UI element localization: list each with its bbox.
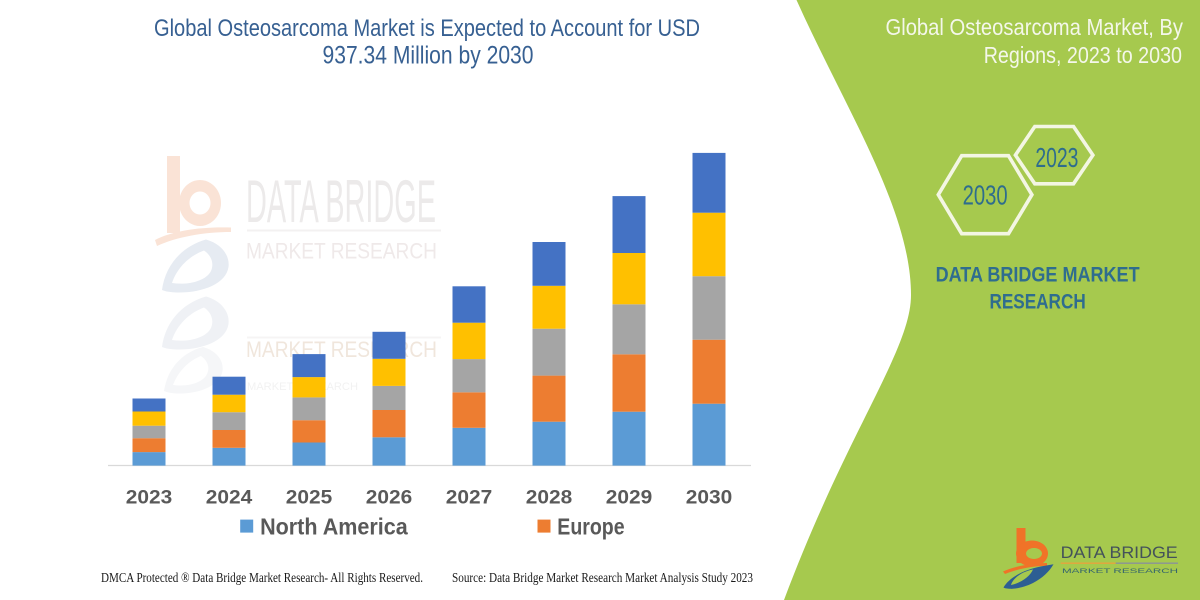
svg-text:2023: 2023 bbox=[1035, 142, 1078, 173]
svg-text:DATA BRIDGE: DATA BRIDGE bbox=[246, 168, 436, 235]
svg-text:DATA BRIDGE: DATA BRIDGE bbox=[1061, 544, 1178, 562]
svg-text:2029: 2029 bbox=[606, 486, 653, 508]
svg-text:937.34 Million by 2030: 937.34 Million by 2030 bbox=[323, 42, 534, 70]
svg-text:Global Osteosarcoma Market is: Global Osteosarcoma Market is Expected t… bbox=[154, 15, 700, 42]
svg-text:2023: 2023 bbox=[126, 486, 173, 508]
svg-text:DMCA Protected ® Data Bridge M: DMCA Protected ® Data Bridge Market Rese… bbox=[101, 570, 423, 585]
svg-text:MARKET RESEARCH: MARKET RESEARCH bbox=[246, 239, 437, 264]
svg-text:DATA BRIDGE MARKET: DATA BRIDGE MARKET bbox=[936, 263, 1140, 287]
svg-text:MARKET RESEARCH: MARKET RESEARCH bbox=[246, 337, 437, 362]
svg-text:MARKET RESEARCH: MARKET RESEARCH bbox=[1062, 568, 1178, 575]
svg-text:Europe: Europe bbox=[557, 514, 624, 540]
svg-text:2026: 2026 bbox=[366, 486, 413, 508]
svg-text:North America: North America bbox=[260, 514, 408, 540]
svg-text:2025: 2025 bbox=[286, 486, 333, 508]
svg-text:Regions, 2023 to 2030: Regions, 2023 to 2030 bbox=[984, 42, 1182, 68]
svg-text:2030: 2030 bbox=[686, 486, 733, 508]
svg-text:Source: Data Bridge Market Res: Source: Data Bridge Market Research Mark… bbox=[452, 570, 753, 585]
svg-text:Global Osteosarcoma Market, By: Global Osteosarcoma Market, By bbox=[886, 14, 1184, 40]
svg-text:2027: 2027 bbox=[446, 486, 493, 508]
svg-text:2028: 2028 bbox=[526, 486, 573, 508]
svg-text:2024: 2024 bbox=[206, 486, 253, 508]
svg-text:2030: 2030 bbox=[963, 179, 1008, 210]
svg-text:RESEARCH: RESEARCH bbox=[989, 290, 1085, 314]
